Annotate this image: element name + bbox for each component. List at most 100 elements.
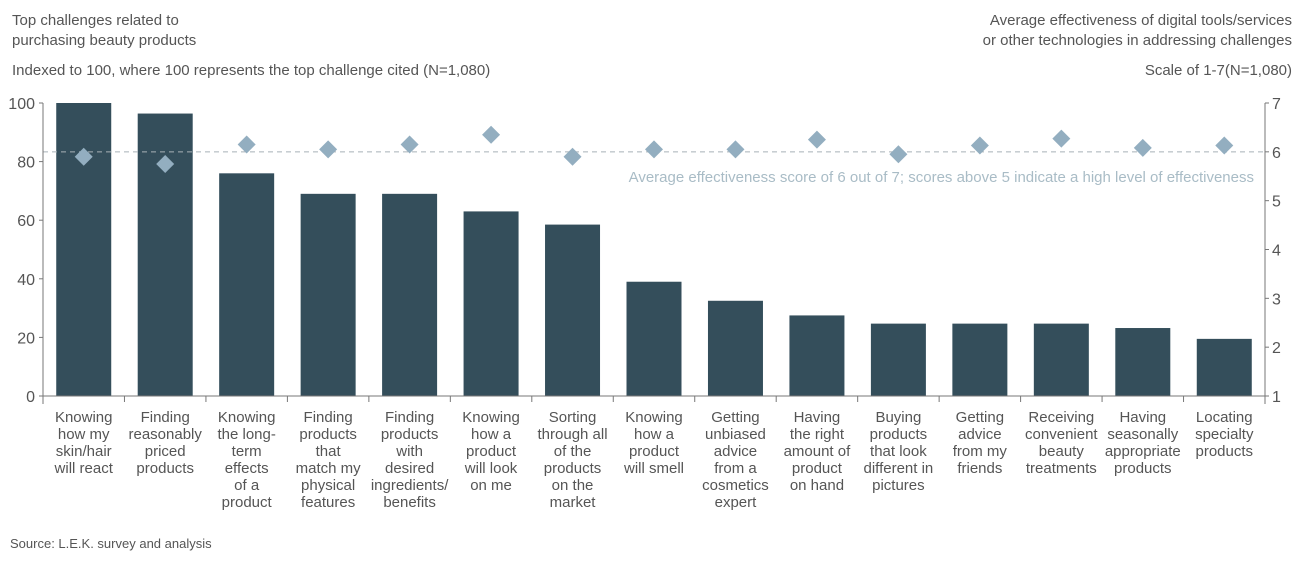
diamond-marker (400, 135, 419, 154)
right-subtitle: Scale of 1-7(N=1,080) (1144, 62, 1292, 79)
category-label-line: products (136, 460, 194, 477)
reference-annotation: Average effectiveness score of 6 out of … (629, 169, 1254, 186)
right-title: Average effectiveness of digital tools/s… (983, 11, 1292, 51)
category-label: Knowing how my skin/hair will react (54, 409, 114, 477)
category-label-line: with (395, 443, 423, 460)
category-label-line: Getting (711, 409, 759, 426)
left-title-line-2: purchasing beauty products (12, 32, 197, 49)
diamond-marker (237, 135, 256, 154)
bar (707, 300, 763, 396)
category-label-line: Finding (304, 409, 353, 426)
left-tick-label: 0 (26, 389, 35, 406)
category-label-line: appropriate (1105, 443, 1181, 460)
category-label: Buying products that look different in pictu… (864, 409, 934, 494)
category-label-line: unbiased (705, 426, 766, 443)
category-label: Knowing the long-term effects of a product (217, 409, 275, 511)
category-label: Sorting through all of the products on the ma… (538, 409, 608, 511)
category-label-line: match my (296, 460, 362, 477)
category-label-line: advice (958, 426, 1001, 443)
category-label-line: treatments (1026, 460, 1097, 477)
left-tick-label: 40 (17, 272, 35, 289)
category-label-line: products (381, 426, 439, 443)
category-label-line: features (301, 494, 355, 511)
category-label-line: physical (301, 477, 355, 494)
category-label-line: convenient (1025, 426, 1098, 443)
category-label-line: of the (554, 443, 592, 460)
category-label-line: term (232, 443, 262, 460)
category-label: Finding products that match my physical featu… (296, 409, 362, 511)
right-title-line-2: or other technologies in addressing chal… (982, 32, 1292, 49)
diamond-marker (970, 136, 989, 155)
right-tick-label: 2 (1272, 340, 1281, 357)
left-title: Top challenges related to purchasing bea… (12, 11, 196, 51)
diamond-marker (563, 147, 582, 166)
category-label-line: Having (794, 409, 841, 426)
diamond-marker (156, 155, 175, 174)
category-label-line: product (792, 460, 843, 477)
category-label-line: product (222, 494, 273, 511)
bar (382, 193, 438, 396)
category-label-line: priced (145, 443, 186, 460)
category-label-line: from my (953, 443, 1008, 460)
category-label-line: products (1195, 443, 1253, 460)
category-label: Finding products with desired ingredients/be… (371, 409, 449, 511)
category-label-line: through all (538, 426, 608, 443)
bar (870, 323, 926, 396)
category-label-line: cosmetics (702, 477, 769, 494)
category-label: Getting unbiased advice from a cosmetics expe… (702, 409, 769, 511)
category-label-line: Knowing (462, 409, 520, 426)
right-tick-label: 7 (1272, 96, 1281, 113)
category-label-line: friends (957, 460, 1002, 477)
category-label: Having seasonally appropriate products (1105, 409, 1181, 477)
category-label-line: skin/hair (56, 443, 112, 460)
category-label-line: will react (54, 460, 114, 477)
category-label-line: effects (225, 460, 269, 477)
category-label-line: products (1114, 460, 1172, 477)
category-label-line: products (870, 426, 928, 443)
category-label-line: products (299, 426, 357, 443)
diamond-marker (482, 125, 501, 144)
category-label-line: Getting (956, 409, 1004, 426)
bar (789, 315, 845, 396)
category-label: Receiving convenient beauty treatments (1025, 409, 1098, 477)
category-label-line: beauty (1039, 443, 1085, 460)
category-label-line: Having (1119, 409, 1166, 426)
category-label-line: amount of (784, 443, 852, 460)
category-label-line: how a (634, 426, 675, 443)
right-tick-label: 6 (1272, 145, 1281, 162)
category-label-line: products (544, 460, 602, 477)
category-label-line: on hand (790, 477, 844, 494)
left-subtitle: Indexed to 100, where 100 represents the… (12, 62, 491, 79)
category-label: Finding reasonably priced products (129, 409, 203, 477)
category-label-line: on the (552, 477, 594, 494)
left-title-line-1: Top challenges related to (12, 12, 179, 29)
category-label: Having the right amount of product on hand (784, 409, 852, 494)
category-label-line: Finding (141, 409, 190, 426)
diamond-marker (807, 130, 826, 149)
right-tick-label: 4 (1272, 243, 1281, 260)
bar (463, 211, 519, 396)
left-tick-label: 100 (8, 96, 35, 113)
diamond-marker (319, 140, 338, 159)
category-label: Getting advice from my friends (953, 409, 1008, 477)
category-label-line: Finding (385, 409, 434, 426)
diamond-marker (1133, 138, 1152, 157)
diamond-marker (1215, 136, 1234, 155)
category-label-line: that (316, 443, 342, 460)
diamond-marker (726, 140, 745, 159)
right-tick-label: 1 (1272, 389, 1281, 406)
source-note: Source: L.E.K. survey and analysis (10, 536, 212, 551)
category-label: Locating specialty products (1195, 409, 1254, 460)
diamond-marker (889, 145, 908, 164)
category-label-line: Knowing (625, 409, 683, 426)
category-label-line: specialty (1195, 426, 1254, 443)
category-label-line: Sorting (549, 409, 597, 426)
category-label-line: how a (471, 426, 512, 443)
diamond-marker (645, 140, 663, 159)
diamond-marker (1052, 129, 1071, 148)
right-title-line-1: Average effectiveness of digital tools/s… (989, 12, 1292, 29)
category-label-line: from a (714, 460, 757, 477)
category-label-line: benefits (383, 494, 436, 511)
category-label-line: Buying (875, 409, 921, 426)
